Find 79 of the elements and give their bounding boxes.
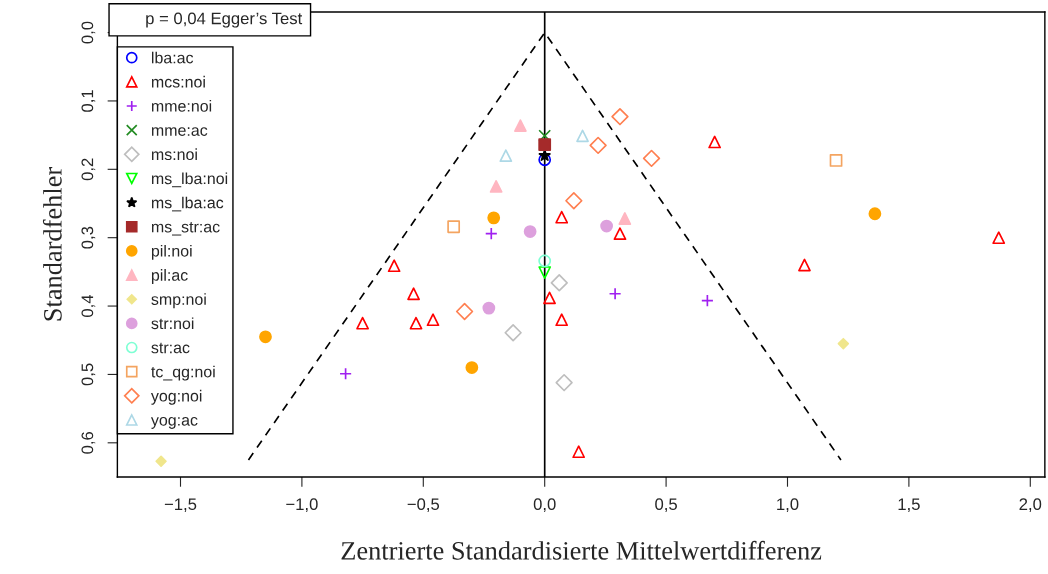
y-tick-label: 0,0	[81, 21, 96, 44]
legend-label: smp:noi	[151, 293, 206, 309]
point	[611, 107, 629, 126]
legend-label: ms_str:ac	[151, 222, 220, 236]
point	[523, 225, 537, 238]
legend-label: ms:noi	[151, 148, 197, 161]
point	[489, 180, 503, 193]
point	[465, 361, 479, 374]
point	[409, 316, 423, 330]
point	[550, 274, 568, 292]
y-tick-label: 0,5	[81, 363, 96, 386]
point	[407, 287, 420, 301]
legend-label: ms_lba:noi	[151, 172, 228, 188]
y-axis-title: Standardfehler	[42, 167, 62, 321]
y-tick-label: 0,4	[81, 294, 96, 317]
point	[447, 220, 461, 234]
annotation: p = 0,04 Egger’s Test	[146, 12, 303, 28]
point	[356, 316, 369, 330]
legend-label: yog:ac	[150, 416, 198, 429]
point	[589, 136, 607, 155]
point	[700, 294, 714, 307]
point	[538, 153, 552, 167]
legend-label: mme:ac	[151, 127, 208, 136]
x-tick-label: 0,5	[655, 498, 677, 513]
point	[555, 373, 573, 392]
point	[600, 219, 614, 233]
point	[487, 211, 501, 225]
point	[992, 231, 1006, 245]
y-tick-label: 0,2	[81, 158, 96, 181]
point	[499, 149, 513, 163]
legend-label: str:noi	[151, 317, 194, 330]
x-tick-label: 1,0	[777, 498, 799, 513]
point	[555, 313, 569, 327]
legend-label: lba:ac	[151, 51, 194, 64]
point	[572, 445, 586, 459]
point	[538, 254, 552, 268]
point	[426, 313, 440, 327]
point	[484, 227, 498, 240]
legend-label: ms_lba:ac	[151, 196, 224, 212]
point	[387, 259, 401, 273]
legend-label: yog:noi	[150, 389, 202, 405]
x-tick-label: 1,5	[898, 498, 920, 513]
point	[576, 129, 589, 143]
x-tick-label: −1,5	[164, 498, 197, 513]
y-tick-label: 0,6	[81, 431, 96, 454]
point	[514, 119, 527, 132]
x-tick-label: 0,0	[533, 498, 556, 513]
point	[538, 266, 552, 279]
y-tick-label: 0,1	[81, 90, 96, 112]
point	[642, 149, 661, 168]
legend-label: pil:ac	[151, 269, 188, 284]
point	[837, 337, 850, 350]
legend-label: pil:noi	[151, 244, 192, 260]
legend-label: tc_qg:noi	[151, 365, 215, 381]
x-tick-label: 2,0	[1019, 498, 1042, 513]
point	[155, 455, 167, 468]
x-tick-label: −0,5	[407, 498, 440, 513]
point	[613, 227, 627, 240]
point	[555, 210, 569, 224]
legend-label: mme:noi	[151, 100, 212, 112]
point	[455, 302, 474, 321]
x-tick-label: −1,0	[286, 498, 318, 513]
point	[259, 330, 272, 344]
legend-label: str:ac	[151, 342, 190, 354]
y-tick-label: 0,3	[81, 226, 96, 249]
point	[708, 135, 722, 149]
point	[868, 207, 882, 221]
point	[829, 154, 843, 167]
point	[339, 367, 352, 381]
point	[504, 324, 522, 342]
legend-label: mcs:noi	[151, 75, 205, 88]
point	[482, 301, 496, 315]
point	[538, 138, 552, 152]
x-axis-title: Zentrierte Standardisierte Mittelwertdifferenz	[341, 540, 822, 560]
point	[798, 258, 811, 272]
point	[565, 192, 583, 210]
point	[618, 212, 632, 225]
point	[543, 291, 556, 305]
point	[608, 287, 622, 301]
